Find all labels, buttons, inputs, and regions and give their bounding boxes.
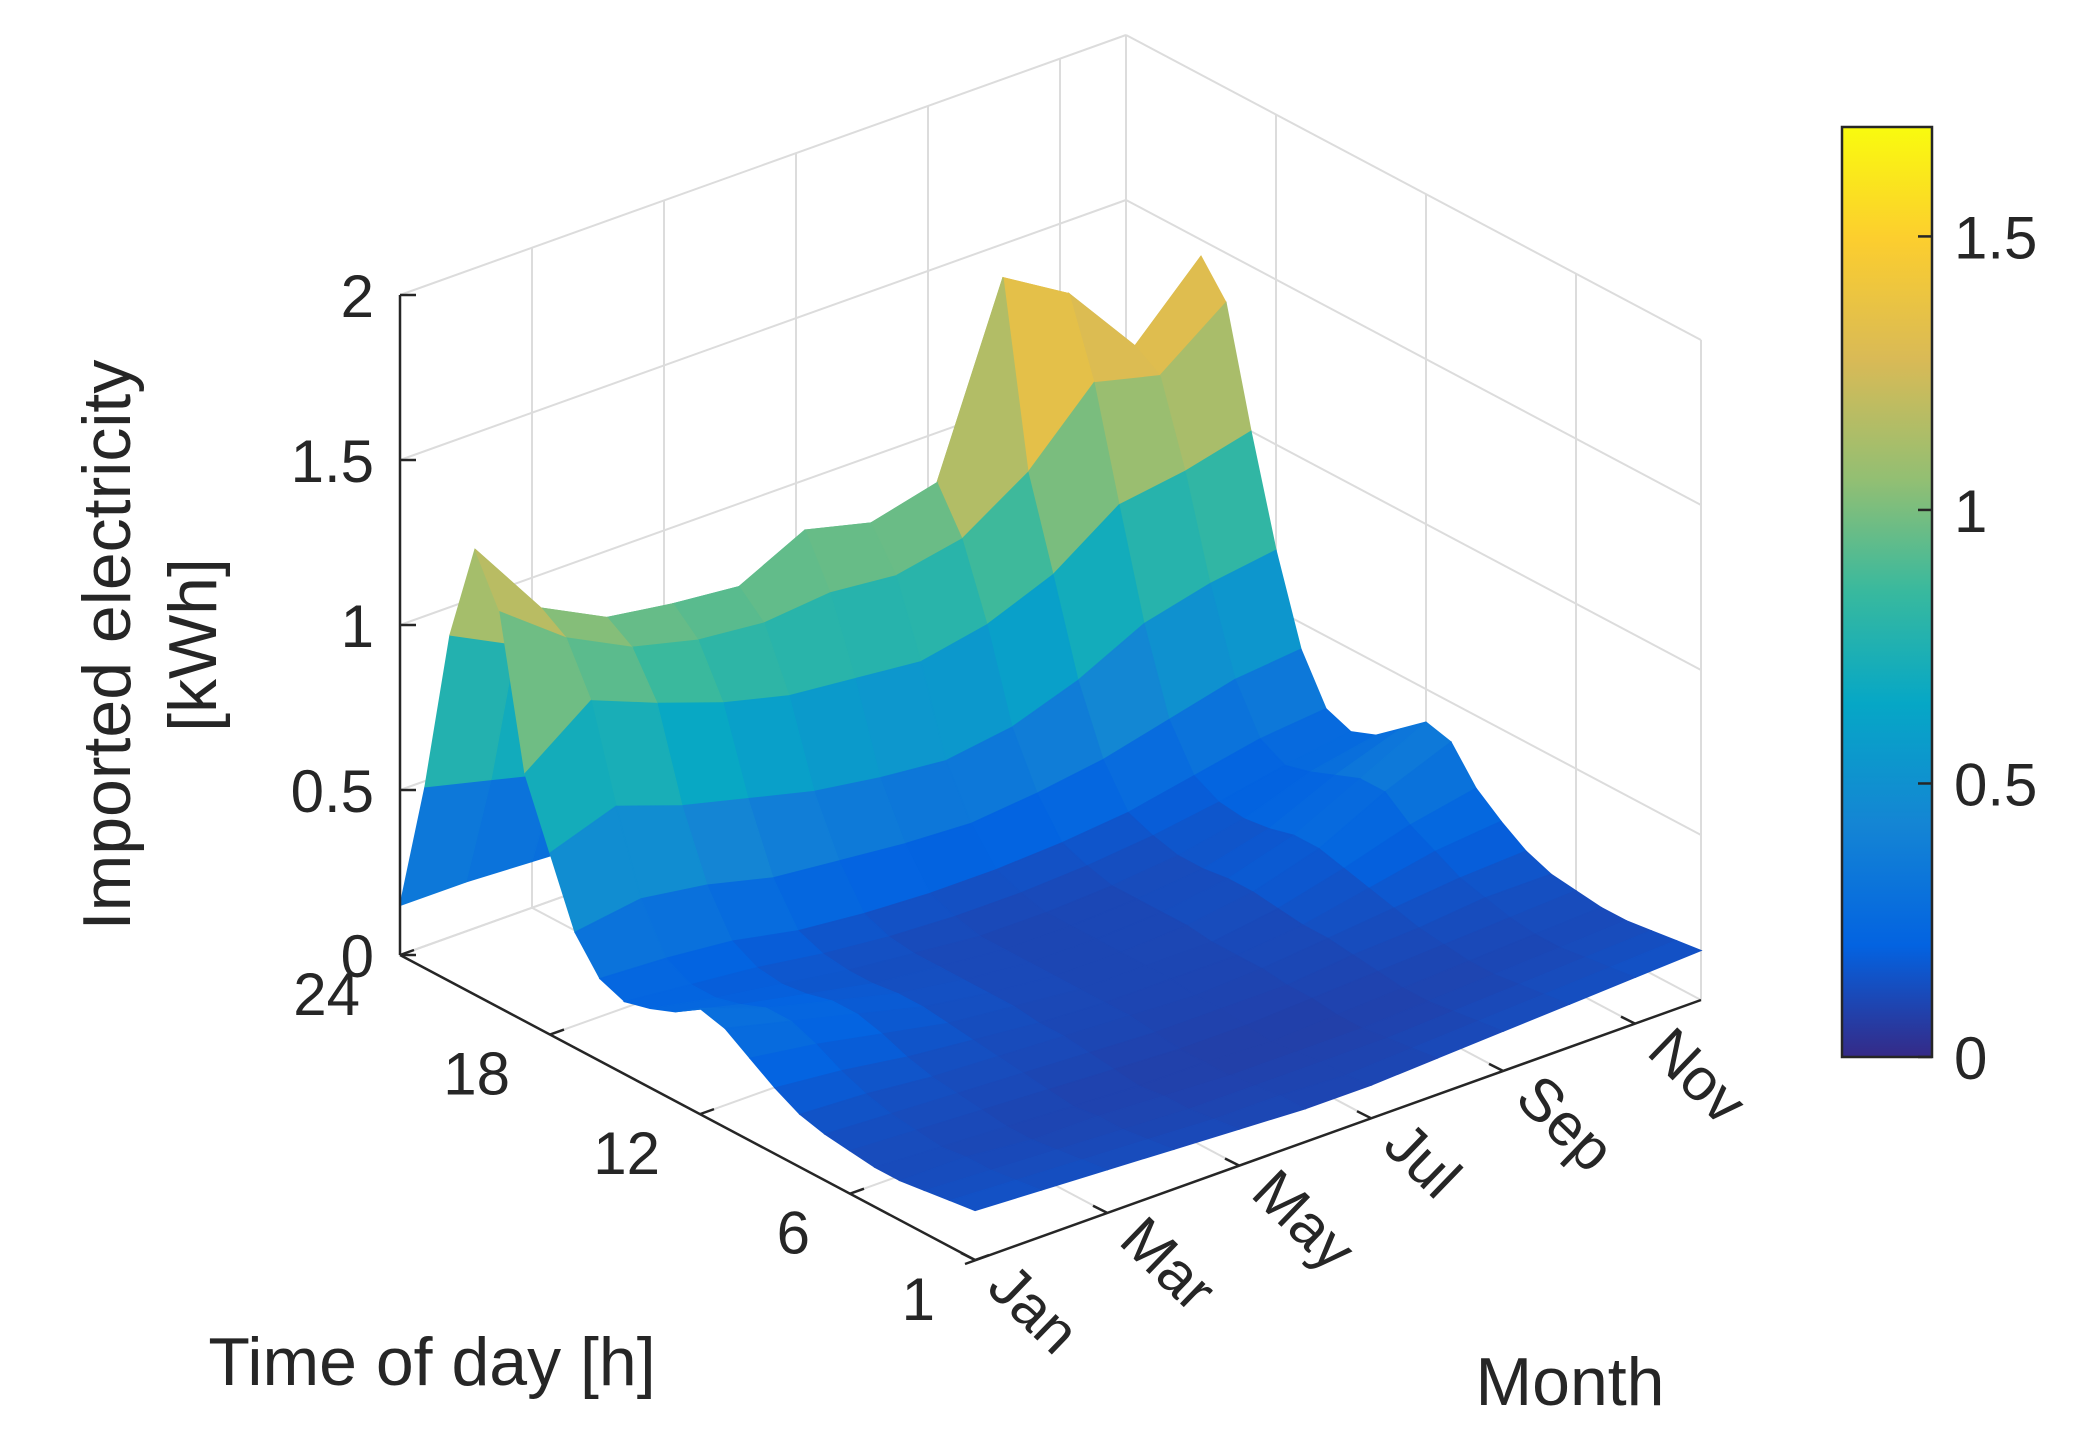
x-tick-mark <box>1224 1157 1240 1167</box>
y-tick-mark <box>549 1028 565 1036</box>
x-tick-label: Mar <box>1108 1204 1229 1324</box>
x-tick-label: May <box>1240 1157 1368 1284</box>
x-tick-mark <box>1488 1062 1504 1073</box>
x-tick-mark <box>960 1251 976 1262</box>
y-axis-title: Time of day [h] <box>208 1324 655 1400</box>
z-axis-title-line: [kWh] <box>155 558 231 732</box>
z-tick-label: 0 <box>341 923 374 990</box>
wall-grid-line <box>399 34 1127 296</box>
z-tick-label: 1.5 <box>291 428 374 495</box>
axis-layer <box>398 293 1702 1266</box>
z-axis-title-line: Imported electricity <box>69 360 145 931</box>
y-tick-label: 24 <box>293 961 360 1028</box>
x-tick-label: Jan <box>976 1251 1092 1366</box>
x-tick-mark <box>1092 1204 1108 1214</box>
colorbar-tick-label: 0.5 <box>1954 751 2037 818</box>
y-tick-label: 1 <box>902 1266 935 1333</box>
y-tick-mark <box>699 1107 715 1116</box>
y-tick-mark <box>974 1253 990 1262</box>
y-tick-label: 18 <box>443 1041 510 1108</box>
x-tick-mark <box>1620 1015 1636 1025</box>
z-tick-label: 0.5 <box>291 758 374 825</box>
surface-layer <box>399 255 1703 1212</box>
x-axis-line <box>964 998 1702 1266</box>
wall-grid-line <box>1125 34 1702 341</box>
y-tick-label: 6 <box>777 1200 810 1267</box>
colorbar-gradient <box>1840 125 1934 1059</box>
x-tick-mark <box>1356 1110 1372 1120</box>
colorbar: 0 0.5 1 1.5 <box>1840 125 2037 1092</box>
surface-patch <box>948 1179 1043 1212</box>
y-axis-line <box>399 953 976 1262</box>
wall-grid-line <box>399 199 1127 461</box>
y-tick-mark <box>849 1187 865 1195</box>
y-tick-label: 12 <box>593 1120 660 1187</box>
z-axis-title: Imported electricity [kWh] <box>69 360 231 931</box>
x-tick-label: Jul <box>1372 1109 1474 1210</box>
colorbar-tick-label: 1.5 <box>1954 204 2037 271</box>
z-tick-label: 1 <box>341 593 374 660</box>
wall-grid-line <box>1125 199 1702 506</box>
x-axis-title: Month <box>1476 1344 1665 1420</box>
x-tick-label: Nov <box>1636 1015 1759 1137</box>
z-tick-label: 2 <box>341 263 374 330</box>
colorbar-tick-label: 0 <box>1954 1025 1987 1092</box>
x-tick-label: Sep <box>1504 1062 1627 1184</box>
colorbar-tick-label: 1 <box>1954 478 1987 545</box>
